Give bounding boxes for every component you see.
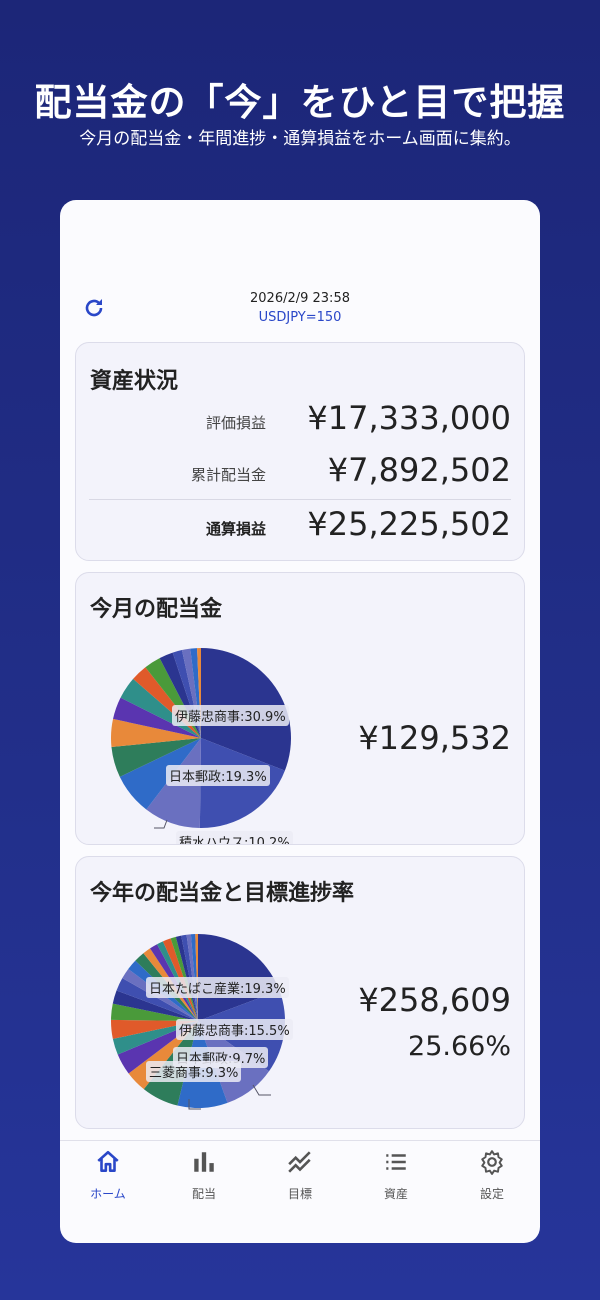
leader-line (252, 1084, 271, 1096)
goal-progress: 25.66% (408, 1031, 511, 1062)
monthly-dividend-card: 今月の配当金 伊藤忠商事:30.9% 日本郵政:19.3% 積水ハウス:10.2… (75, 572, 525, 845)
pie-slice (119, 738, 201, 810)
phone-screen: 2026/2/9 23:58 USDJPY=150 資産状況 評価損益 ¥17,… (60, 200, 540, 1243)
yearly-pie-chart (111, 934, 285, 1108)
nav-dividend[interactable]: 配当 (156, 1141, 252, 1243)
pie-slice (111, 738, 201, 777)
pie-label: 日本郵政:19.3% (166, 765, 270, 786)
nav-label: 目標 (287, 1187, 312, 1201)
card-title: 今年の配当金と目標進捗率 (90, 881, 355, 906)
nav-label: 資産 (383, 1187, 408, 1201)
pie-slice (111, 1003, 198, 1021)
list-icon (386, 1154, 406, 1170)
row-label: 累計配当金 (190, 466, 266, 484)
monthly-pie-chart (111, 648, 291, 828)
row-value: ¥17,333,000 (307, 399, 511, 437)
monthly-amount: ¥129,532 (358, 719, 511, 757)
row-value: ¥7,892,502 (327, 451, 511, 489)
hero-title: 配当金の「今」をひと目で把握 (34, 81, 566, 124)
home-icon (97, 1150, 119, 1172)
datetime: 2026/2/9 23:58 (250, 291, 350, 306)
yearly-amount: ¥258,609 (358, 981, 511, 1019)
nav-label: 配当 (191, 1187, 216, 1201)
divider (89, 499, 511, 500)
assets-card: 資産状況 評価損益 ¥17,333,000 累計配当金 ¥7,892,502 通… (75, 342, 525, 561)
pie-label: 日本たばこ産業:19.3% (146, 977, 289, 998)
nav-home[interactable]: ホーム (60, 1141, 156, 1243)
nav-label: ホーム (90, 1187, 126, 1201)
pie-label: 積水ハウス:10.2% (176, 831, 293, 844)
leader-line (188, 1099, 201, 1110)
card-title: 資産状況 (90, 369, 179, 394)
pie-label: 伊藤忠商事:15.5% (176, 1019, 293, 1040)
bar-chart-icon (194, 1152, 214, 1172)
row-label: 通算損益 (205, 520, 266, 538)
bottom-nav: ホーム 配当 目標 資産 設定 (60, 1140, 540, 1243)
pie-label: 三菱商事:9.3% (146, 1061, 242, 1082)
nav-goal[interactable]: 目標 (252, 1141, 348, 1243)
hero-subtitle: 今月の配当金・年間進捗・通算損益をホーム画面に集約。 (79, 129, 521, 149)
nav-assets[interactable]: 資産 (348, 1141, 444, 1243)
pie-slice (112, 990, 198, 1021)
card-title: 今月の配当金 (90, 597, 223, 622)
trend-icon (288, 1151, 311, 1173)
refresh-icon[interactable] (82, 296, 106, 320)
yearly-dividend-card: 今年の配当金と目標進捗率 日本たばこ産業:19.3% 伊藤忠商事:15.5% 日… (75, 856, 525, 1129)
nav-settings[interactable]: 設定 (444, 1141, 540, 1243)
fx-rate: USDJPY=150 (258, 310, 342, 325)
pie-slice (116, 978, 198, 1021)
gear-icon (481, 1150, 503, 1175)
pie-slice (111, 718, 201, 748)
row-label: 評価損益 (205, 414, 266, 432)
nav-label: 設定 (479, 1187, 504, 1201)
pie-slice (113, 697, 201, 738)
pie-label: 伊藤忠商事:30.9% (172, 705, 289, 726)
leader-line (154, 819, 168, 829)
row-value: ¥25,225,502 (307, 505, 511, 543)
